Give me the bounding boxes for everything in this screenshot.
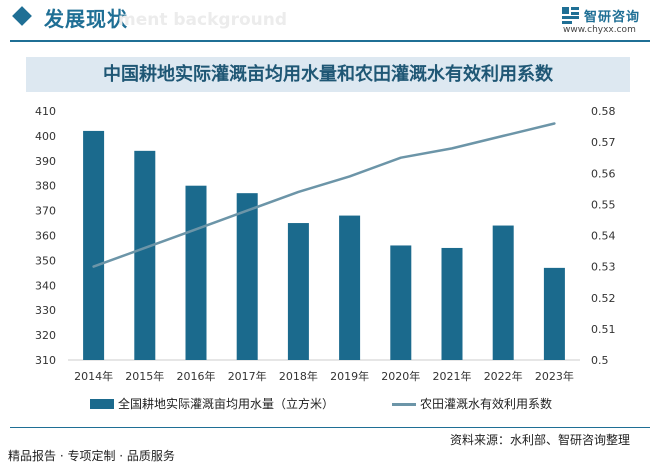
bar [543,267,565,360]
y-left-tick-label: 320 [35,329,56,342]
y-left-tick-label: 370 [35,205,56,218]
brand-url: www.chyxx.com [563,25,636,35]
x-tick-label: 2023年 [535,369,574,383]
footer-slogan: 精品报告 · 专项定制 · 品质服务 [8,449,175,463]
bar [339,215,361,360]
legend-line-swatch [392,403,416,406]
chart-title-band [26,57,630,92]
y-left-tick-label: 310 [35,354,56,367]
series-line [92,122,556,268]
brand-mark-icon [562,7,579,24]
x-tick-label: 2014年 [74,369,113,383]
y-left-tick-label: 400 [35,130,56,143]
y-right-tick-label: 0.54 [591,230,616,243]
bar [287,223,309,360]
brand-logo: 智研咨询 www.chyxx.com [562,4,650,38]
background-watermark-text: ment background [118,10,288,30]
y-right-tick-label: 0.51 [591,323,616,336]
y-right-tick-label: 0.57 [591,136,616,149]
chart-title: 中国耕地实际灌溉亩均用水量和农田灌溉水有效利用系数 [103,64,553,85]
y-right-tick-label: 0.5 [591,354,609,367]
legend-bar-swatch [90,399,114,409]
x-tick-label: 2022年 [484,369,523,383]
bar [492,225,514,360]
bar [390,245,412,360]
bar [236,193,258,360]
y-left-tick-label: 350 [35,254,56,267]
bar [185,185,207,360]
y-left-tick-label: 330 [35,304,56,317]
bar [441,247,463,360]
footer-divider [10,427,650,428]
bar [83,130,105,360]
source-note: 资料来源：水利部、智研咨询整理 [450,433,631,447]
y-left-tick-label: 410 [35,105,56,118]
legend-label: 农田灌溉水有效利用系数 [420,397,553,411]
brand-name: 智研咨询 [584,10,641,25]
x-tick-label: 2021年 [433,369,472,383]
section-title: 发展现状 [44,7,128,31]
y-left-tick-label: 380 [35,180,56,193]
legend-label: 全国耕地实际灌溉亩均用水量（立方米） [118,397,335,411]
x-tick-label: 2018年 [279,369,318,383]
x-tick-label: 2016年 [177,369,216,383]
x-tick-label: 2015年 [125,369,164,383]
y-left-tick-label: 390 [35,155,56,168]
y-right-tick-label: 0.52 [591,292,616,305]
bar [134,150,156,360]
header: 发展现状 ment background 智研咨询 www.chyxx.com [0,0,655,40]
x-tick-label: 2017年 [228,369,267,383]
x-tick-label: 2019年 [330,369,369,383]
y-right-tick-label: 0.56 [591,167,616,180]
footer: 资料来源：水利部、智研咨询整理 精品报告 · 专项定制 · 品质服务 [0,422,655,463]
y-right-tick-label: 0.53 [591,261,616,274]
y-left-tick-label: 360 [35,230,56,243]
header-divider [10,40,650,42]
x-tick-label: 2020年 [381,369,420,383]
y-right-tick-label: 0.58 [591,105,616,118]
chart-legend: 全国耕地实际灌溉亩均用水量（立方米） 农田灌溉水有效利用系数 [90,394,650,414]
y-left-tick-label: 340 [35,279,56,292]
y-right-tick-label: 0.55 [591,198,616,211]
